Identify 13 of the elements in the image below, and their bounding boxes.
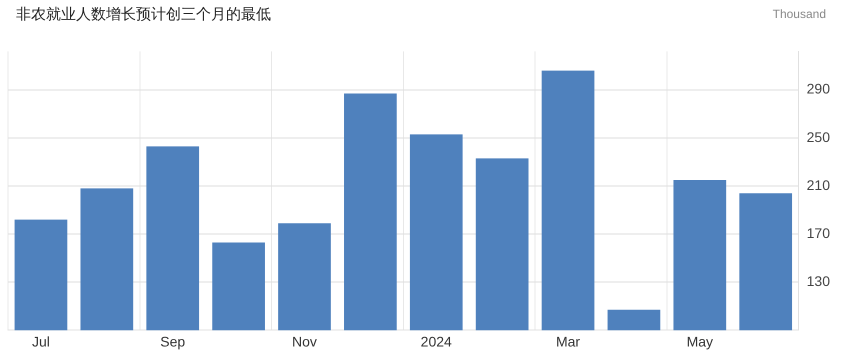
y-tick-label: 130 xyxy=(806,272,830,289)
y-tick-label: 170 xyxy=(806,224,830,241)
y-tick-label: 210 xyxy=(806,176,830,193)
y-tick-label: 250 xyxy=(806,128,830,145)
y-axis-title: Thousand xyxy=(772,7,826,21)
chart-title: 非农就业人数增长预计创三个月的最低 xyxy=(16,5,271,24)
x-tick-label: Jul xyxy=(32,333,50,350)
x-tick-label: Nov xyxy=(292,333,317,350)
x-tick-label: May xyxy=(686,333,714,350)
x-tick-label: Sep xyxy=(160,333,186,350)
x-tick-label: Mar xyxy=(556,333,580,350)
x-tick-label: 2024 xyxy=(420,333,452,350)
y-tick-label: 290 xyxy=(806,80,830,97)
